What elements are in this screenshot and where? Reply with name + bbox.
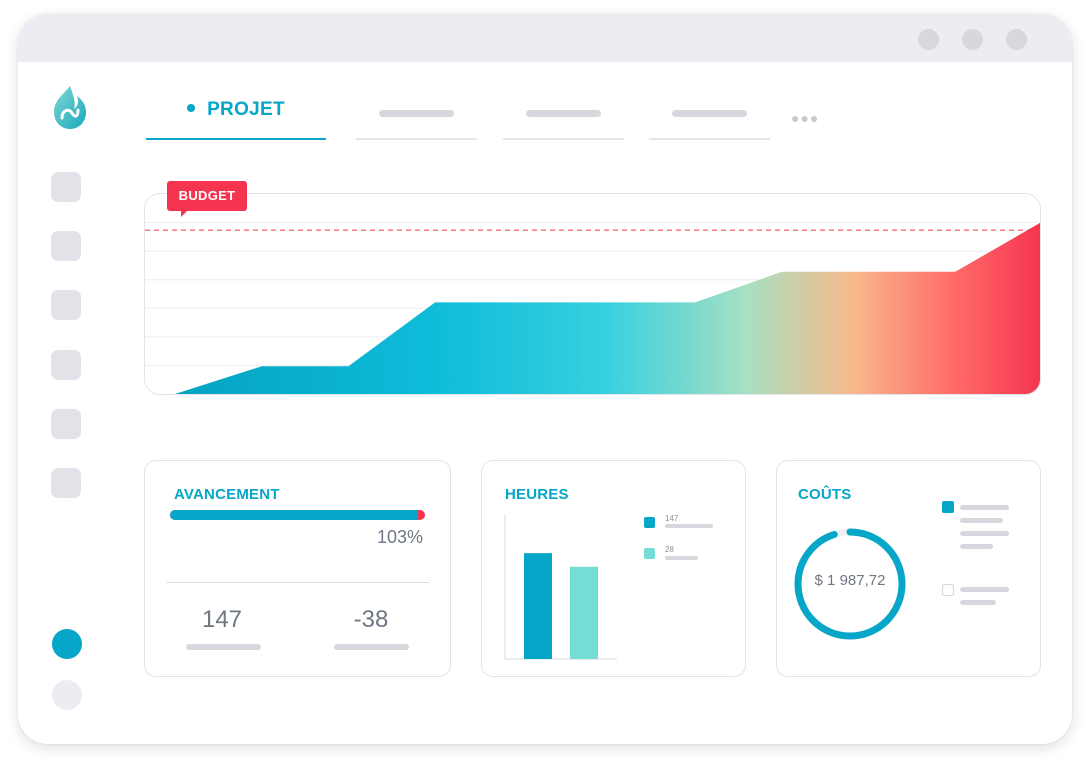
- legend-value-planned: 147: [665, 514, 679, 523]
- active-tab-dot: [187, 104, 196, 112]
- donut-arc: [794, 528, 906, 640]
- sidebar-item-2[interactable]: [51, 231, 81, 261]
- legend-swatch-planned: [644, 517, 655, 528]
- card-divider: [166, 582, 429, 583]
- sidebar-item-3[interactable]: [51, 290, 81, 320]
- maximize-dot[interactable]: [962, 29, 983, 50]
- heures-title: HEURES: [505, 486, 569, 503]
- costs-legend-line-4: [960, 544, 993, 549]
- stat-difference: -38: [353, 606, 389, 633]
- tab-2-placeholder: [379, 110, 454, 117]
- progress-bar: [170, 510, 425, 520]
- tab-4-placeholder: [672, 110, 747, 117]
- sidebar-active-circle[interactable]: [52, 629, 82, 659]
- costs-legend-checked[interactable]: [942, 501, 954, 513]
- costs-legend-line-2: [960, 518, 1003, 523]
- costs-legend-line-3: [960, 531, 1009, 536]
- close-dot[interactable]: [1006, 29, 1027, 50]
- budget-area-chart: [145, 222, 1040, 394]
- minimize-dot[interactable]: [918, 29, 939, 50]
- stat-hours-left: 147: [201, 606, 243, 633]
- hours-bar-planned: [524, 553, 552, 659]
- couts-card: COÛTS: [776, 460, 1041, 677]
- legend-value-actual: 28: [665, 545, 674, 554]
- progress-fill: [170, 510, 418, 520]
- progress-percent: 103%: [376, 527, 423, 547]
- costs-legend-line-6: [960, 600, 996, 605]
- budget-chart: [144, 193, 1041, 395]
- avancement-title: AVANCEMENT: [174, 486, 280, 503]
- more-tabs-icon[interactable]: ●●●: [791, 110, 820, 126]
- tab-active-underline: [146, 138, 326, 140]
- legend-swatch-actual: [644, 548, 655, 559]
- tab-projet-label: PROJET: [207, 99, 285, 120]
- sidebar-item-5[interactable]: [51, 409, 81, 439]
- sidebar-item-1[interactable]: [51, 172, 81, 202]
- tab-3-placeholder: [526, 110, 601, 117]
- hours-bar-actual: [570, 566, 598, 659]
- spending-area: [175, 222, 1040, 394]
- costs-amount: $ 1 987,72: [814, 572, 886, 589]
- tab-2[interactable]: [356, 90, 477, 140]
- costs-legend-unchecked[interactable]: [942, 584, 954, 596]
- app-logo: [54, 86, 86, 129]
- stat-right-caption: [334, 644, 409, 650]
- tab-projet[interactable]: PROJET: [146, 90, 326, 140]
- sidebar-item-6[interactable]: [51, 468, 81, 498]
- stat-left-caption: [186, 644, 261, 650]
- hours-bar-chart: [504, 515, 617, 660]
- legend-label-planned: [665, 524, 713, 528]
- sidebar-inactive-circle[interactable]: [52, 680, 82, 710]
- avancement-card: AVANCEMENT: [144, 460, 451, 677]
- sidebar-item-4[interactable]: [51, 350, 81, 380]
- tab-4[interactable]: [649, 90, 770, 140]
- costs-legend-line-1: [960, 505, 1009, 510]
- costs-legend-line-5: [960, 587, 1009, 592]
- tab-3[interactable]: [503, 90, 624, 140]
- legend-label-actual: [665, 556, 698, 560]
- budget-tag: BUDGET: [167, 181, 247, 217]
- costs-donut: [794, 528, 906, 640]
- couts-title: COÛTS: [798, 486, 852, 503]
- title-bar: [18, 14, 1072, 62]
